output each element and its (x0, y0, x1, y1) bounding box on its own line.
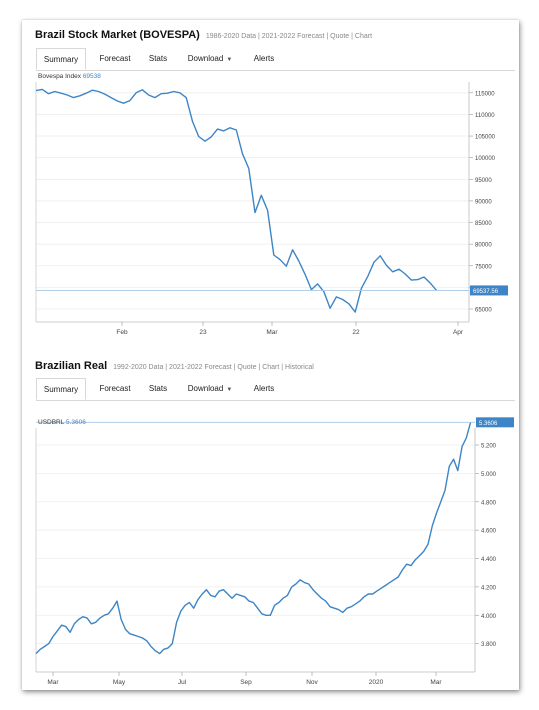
series-line (35, 88, 438, 313)
bovespa-links[interactable]: 1986-2020 Data | 2021-2022 Forecast | Qu… (205, 33, 373, 40)
y-tick-label: 80000 (475, 243, 492, 249)
x-tick-label: Jul (178, 679, 187, 686)
x-tick-label: 23 (199, 329, 207, 336)
y-tick-label: 4.000 (481, 614, 497, 620)
last-value-box (476, 417, 514, 428)
y-tick-label: 105000 (475, 135, 496, 141)
bovespa-title: Brazil Stock Market (BOVESPA) (35, 29, 200, 41)
brl-title: Brazilian Real (35, 360, 108, 372)
y-tick-label: 95000 (475, 178, 492, 184)
y-tick-label: 5.200 (481, 444, 497, 450)
brl-title-row: Brazilian Real 1992-2020 Data | 2021-2022… (35, 360, 314, 372)
brl-panel: Brazilian Real 1992-2020 Data | 2021-2022… (22, 350, 519, 690)
y-tick-label: 4.600 (481, 529, 497, 535)
x-tick-label: Nov (306, 679, 318, 686)
tab-download[interactable]: Download ▼ (178, 48, 242, 70)
y-tick-label: 3.800 (481, 642, 497, 648)
tab-alerts[interactable]: Alerts (253, 54, 275, 63)
series-name: USDBRL (38, 419, 66, 426)
y-tick-label: 5.000 (481, 472, 497, 478)
tab-forecast[interactable]: Forecast (99, 384, 131, 393)
x-tick-label: Mar (430, 679, 442, 686)
tab-alerts[interactable]: Alerts (253, 384, 275, 393)
tab-summary[interactable]: Summary (36, 378, 86, 400)
tab-forecast[interactable]: Forecast (99, 54, 131, 63)
y-tick-label: 4.800 (481, 500, 497, 506)
series-legend: USDBRL 5.3606 (38, 419, 86, 426)
tab-stats[interactable]: Stats (148, 54, 168, 63)
series-value: 5.3606 (66, 419, 86, 426)
bovespa-panel: Brazil Stock Market (BOVESPA) 1986-2020 D… (22, 20, 519, 350)
last-value-box (470, 285, 508, 296)
last-value-label: 69537.56 (473, 289, 499, 295)
series-name: Bovespa Index (38, 73, 83, 80)
y-tick-label: 4.400 (481, 557, 497, 563)
bovespa-tabs: Summary Forecast Stats Download ▼ Alerts (36, 48, 515, 71)
x-tick-label: May (113, 679, 126, 686)
tab-download[interactable]: Download ▼ (178, 378, 242, 400)
y-tick-label: 90000 (475, 199, 492, 205)
y-tick-label: 110000 (475, 113, 495, 119)
y-tick-label: 75000 (475, 264, 492, 270)
brl-links[interactable]: 1992-2020 Data | 2021-2022 Forecast | Qu… (113, 364, 314, 371)
x-tick-label: Sep (240, 679, 252, 686)
chevron-down-icon: ▼ (226, 387, 233, 393)
bovespa-title-row: Brazil Stock Market (BOVESPA) 1986-2020 D… (35, 29, 372, 41)
tab-stats[interactable]: Stats (148, 384, 168, 393)
x-tick-label: Feb (116, 329, 128, 336)
chevron-down-icon: ▼ (226, 57, 233, 63)
y-tick-label: 4.200 (481, 585, 497, 591)
x-tick-label: 2020 (369, 679, 384, 686)
bovespa-chart: 115000 110000 105000 100000 95000 90000 85000 8… (35, 73, 508, 336)
tab-summary[interactable]: Summary (36, 48, 86, 70)
series-legend: Bovespa Index 69538 (38, 73, 101, 80)
last-value-label: 5.3606 (479, 421, 498, 427)
tab-download-label: Download (187, 384, 224, 393)
y-tick-label: 100000 (475, 156, 496, 162)
tab-download-label: Download (187, 54, 224, 63)
y-tick-label: 85000 (475, 221, 492, 227)
x-tick-label: Mar (266, 329, 278, 336)
x-tick-label: 22 (352, 329, 360, 336)
series-value: 69538 (83, 73, 101, 80)
brl-tabs: Summary Forecast Stats Download ▼ Alerts (36, 378, 515, 401)
screenshot-frame: Brazil Stock Market (BOVESPA) 1986-2020 D… (22, 20, 519, 690)
y-tick-label: 65000 (475, 308, 492, 314)
brl-chart: 5.200 5.000 4.800 4.600 4.400 4.200 4.000 3.800… (35, 417, 514, 686)
y-tick-label: 115000 (475, 91, 495, 97)
x-tick-label: Mar (47, 679, 59, 686)
x-tick-label: Apr (453, 329, 464, 336)
series-line (35, 422, 472, 655)
